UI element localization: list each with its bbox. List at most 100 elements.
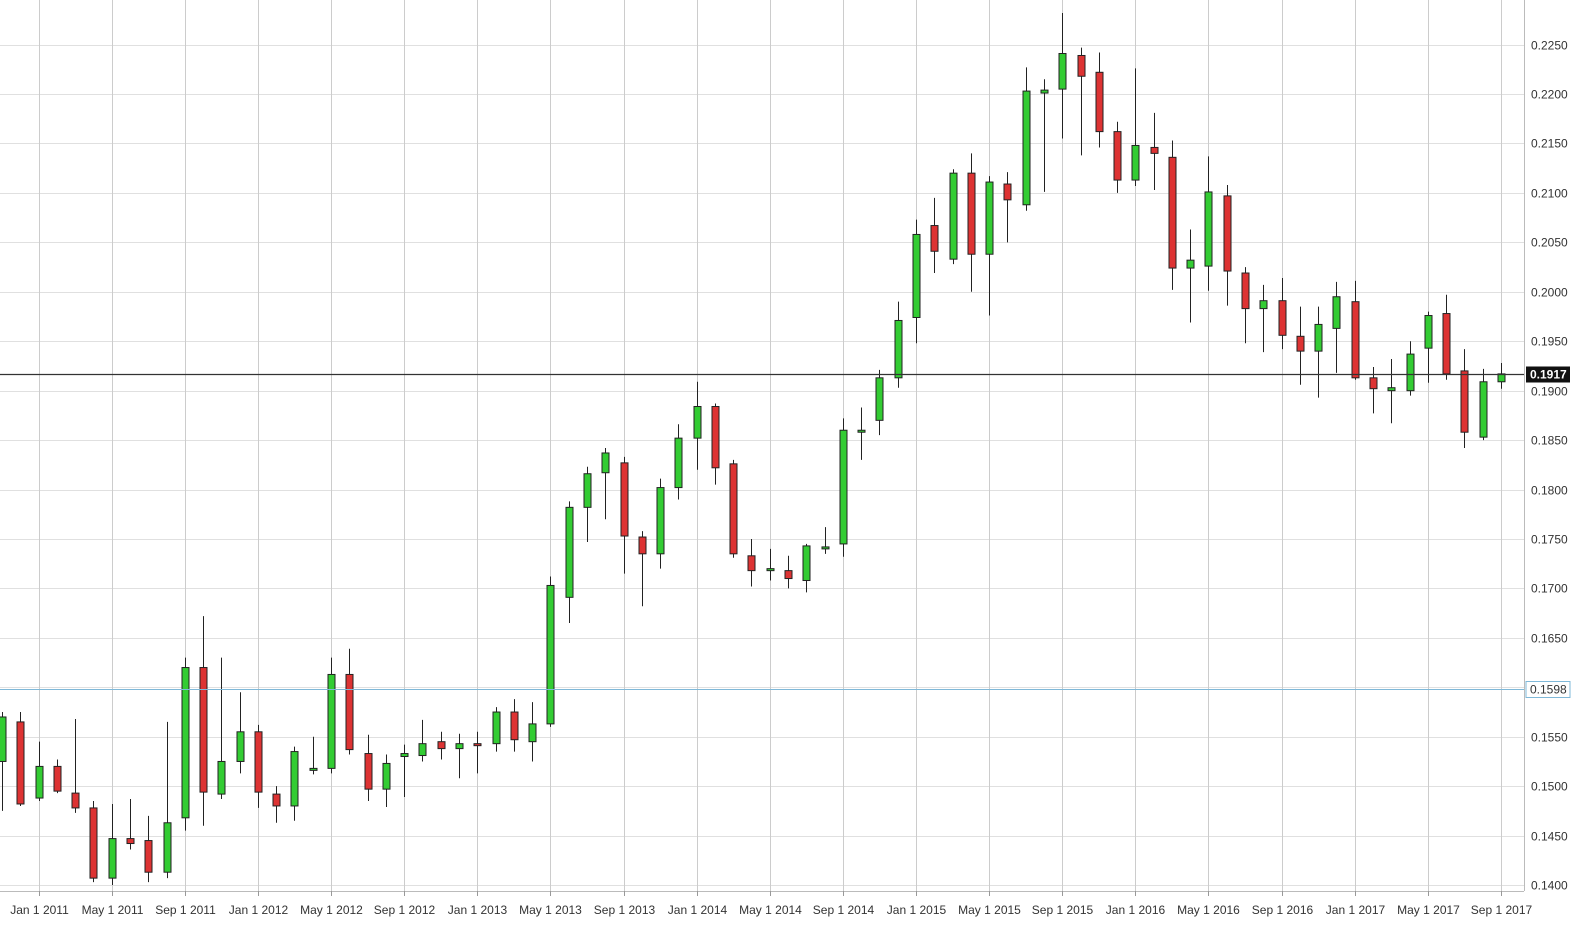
- candle-body-down: [1351, 301, 1360, 379]
- candle: [71, 718, 80, 813]
- candle: [711, 403, 720, 485]
- y-tick-label: 0.1400: [1531, 879, 1568, 893]
- candle-body-down: [747, 555, 756, 572]
- candle: [1406, 341, 1415, 396]
- candle-body-down: [364, 753, 373, 790]
- candle-body-up: [327, 673, 336, 769]
- candle: [985, 176, 994, 316]
- candle: [1278, 277, 1287, 350]
- candle: [1259, 284, 1268, 353]
- x-tick-label: Jan 1 2014: [668, 903, 728, 917]
- candle-body-up: [1497, 373, 1506, 383]
- candle: [1314, 306, 1323, 398]
- x-tick-label: Sep 1 2014: [813, 903, 875, 917]
- candle-body-up: [674, 437, 683, 489]
- candle: [601, 448, 610, 520]
- candle-body-up: [693, 405, 702, 439]
- candle: [967, 153, 976, 292]
- candle-body-up: [455, 743, 464, 750]
- candle: [1168, 140, 1177, 290]
- x-tick-label: Sep 1 2013: [594, 903, 656, 917]
- candle-body-down: [510, 711, 519, 741]
- candle-body-up: [1040, 89, 1049, 94]
- candle: [1058, 12, 1067, 139]
- candle-body-up: [0, 716, 7, 762]
- candle: [181, 657, 190, 831]
- candle-body-up: [565, 506, 574, 598]
- candle-body-up: [217, 760, 226, 795]
- candle-body-down: [1003, 183, 1012, 201]
- candle: [1351, 280, 1360, 380]
- candle: [1204, 156, 1213, 291]
- y-tick-label: 0.1950: [1531, 335, 1568, 349]
- candle-body-down: [1168, 156, 1177, 269]
- candle: [766, 548, 775, 581]
- candle-body-up: [382, 762, 391, 790]
- candle-body-up: [1204, 191, 1213, 267]
- candle: [163, 721, 172, 879]
- candle: [674, 424, 683, 500]
- candle: [912, 219, 921, 344]
- candle: [1077, 47, 1086, 156]
- candle-body-up: [894, 319, 903, 379]
- candle-body-up: [857, 429, 866, 433]
- y-tick-label: 0.1500: [1531, 780, 1568, 794]
- candle-body-down: [1113, 131, 1122, 181]
- x-tick-label: May 1 2016: [1177, 903, 1240, 917]
- x-tick-label: May 1 2013: [519, 903, 582, 917]
- candle-body-down: [89, 807, 98, 879]
- candle-body-down: [473, 743, 482, 747]
- candle-body-down: [1278, 300, 1287, 336]
- price-levels: [0, 373, 1524, 690]
- candle-body-up: [1314, 323, 1323, 352]
- candle-body-up: [400, 753, 409, 758]
- candle: [729, 459, 738, 558]
- candle: [236, 692, 245, 774]
- candle-body-up: [528, 723, 537, 743]
- candle: [1241, 267, 1250, 344]
- candle-body-down: [16, 721, 25, 805]
- candle: [1022, 67, 1031, 211]
- candle: [473, 731, 482, 774]
- x-tick-label: May 1 2011: [82, 903, 144, 917]
- candle: [382, 754, 391, 807]
- y-tick-label: 0.2250: [1531, 39, 1568, 53]
- candle: [1223, 185, 1232, 306]
- candle: [418, 719, 427, 762]
- candle-body-down: [126, 838, 135, 845]
- candle: [1131, 68, 1140, 186]
- candles: [0, 12, 1506, 886]
- candle: [747, 538, 756, 587]
- candle: [254, 724, 263, 808]
- candle: [1332, 281, 1341, 373]
- candle: [53, 759, 62, 794]
- y-tick-label: 0.2000: [1531, 286, 1568, 300]
- candle-body-down: [930, 225, 939, 252]
- candle-body-up: [309, 767, 318, 771]
- candle: [1479, 368, 1488, 441]
- candle: [217, 657, 226, 800]
- candle-body-up: [1406, 353, 1415, 392]
- candle-body-down: [967, 172, 976, 255]
- candle-body-up: [108, 838, 117, 879]
- candle: [272, 786, 281, 823]
- candle: [327, 657, 336, 774]
- candle-body-down: [1296, 335, 1305, 352]
- y-tick-label: 0.1800: [1531, 484, 1568, 498]
- candle-body-up: [1424, 315, 1433, 349]
- y-tick-label: 0.2150: [1531, 137, 1568, 151]
- y-tick-label: 0.2100: [1531, 187, 1568, 201]
- y-tick-label: 0.1450: [1531, 830, 1568, 844]
- candle: [364, 734, 373, 802]
- candle-body-up: [656, 487, 665, 555]
- candle: [857, 407, 866, 460]
- x-tick-label: Sep 1 2012: [374, 903, 436, 917]
- candle-body-down: [711, 405, 720, 469]
- candle-body-up: [1022, 90, 1031, 206]
- candle-body-down: [144, 840, 153, 873]
- x-tick-label: Jan 1 2012: [229, 903, 289, 917]
- price-tags: 0.1917 0.1598: [1525, 366, 1571, 698]
- candle: [839, 418, 848, 557]
- candle: [1387, 359, 1396, 424]
